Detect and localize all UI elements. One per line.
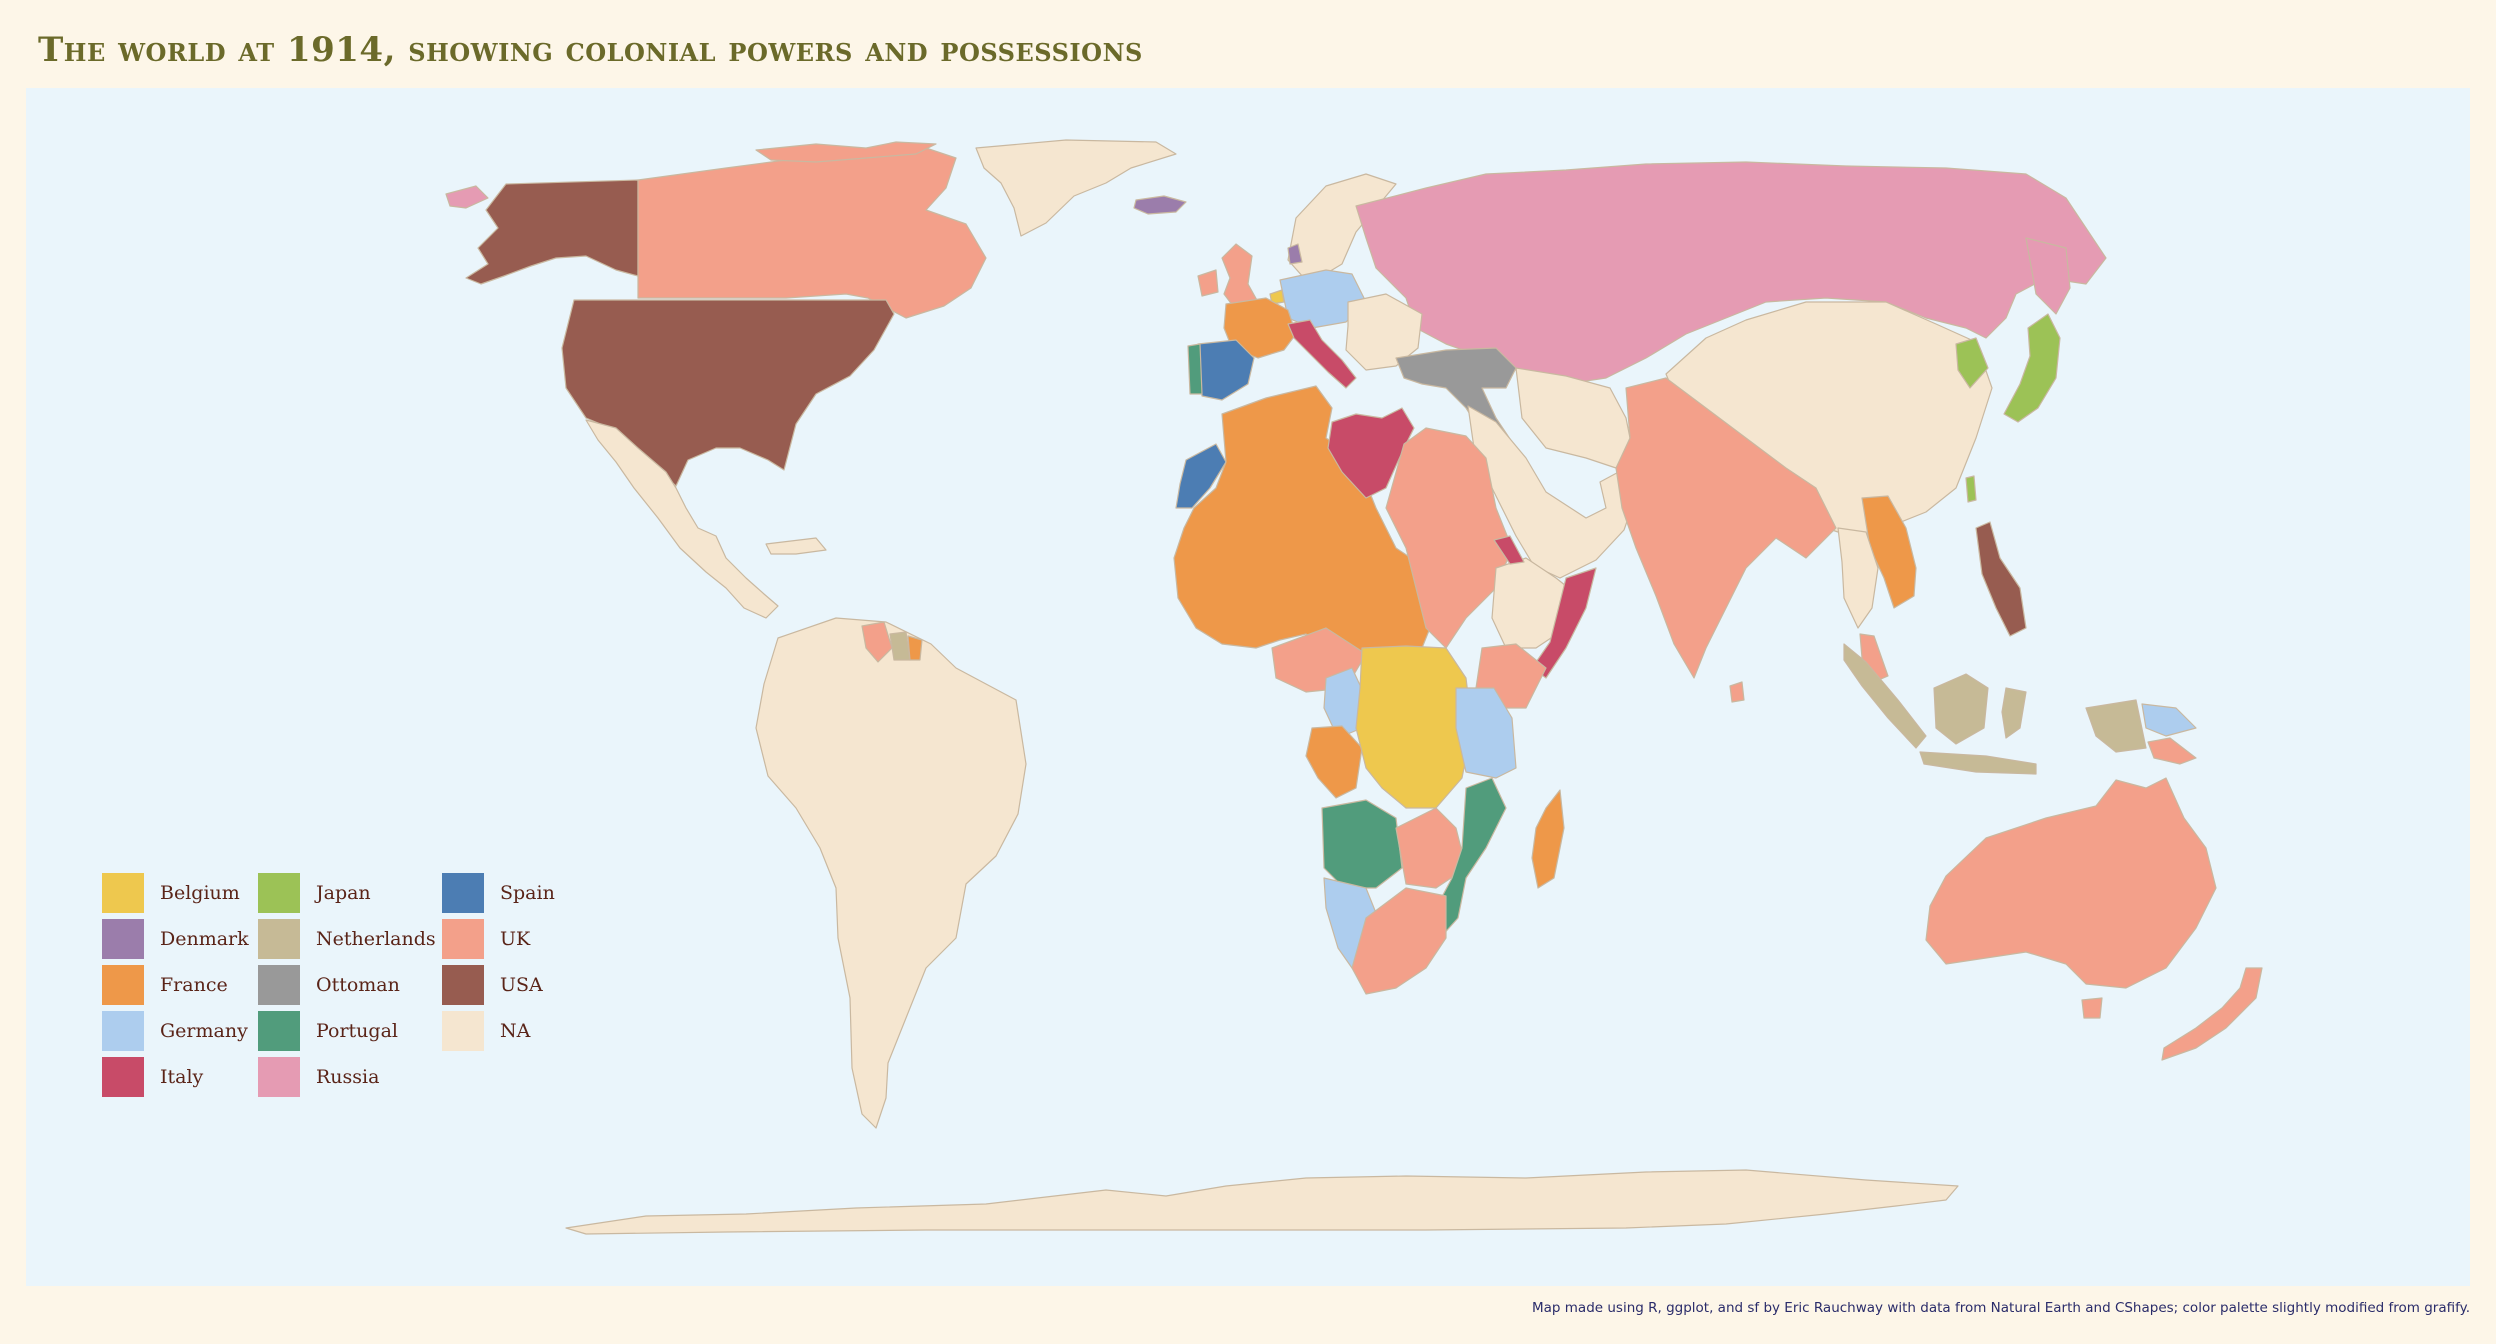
map-panel bbox=[26, 88, 2470, 1286]
legend-label: Ottoman bbox=[316, 974, 400, 996]
siam-region bbox=[1837, 527, 1879, 629]
legend-label: Portugal bbox=[316, 1020, 398, 1042]
new-guinea-uk-region bbox=[2147, 737, 2197, 765]
legend-item-ottoman: Ottoman bbox=[258, 962, 458, 1008]
sumatra-region bbox=[1843, 643, 1927, 749]
legend-swatch bbox=[102, 919, 144, 959]
canada-islands bbox=[755, 141, 937, 163]
new-guinea-german-region bbox=[2141, 703, 2197, 737]
legend-label: USA bbox=[500, 974, 543, 996]
morocco-region bbox=[1175, 443, 1227, 509]
tasmania-region bbox=[2081, 997, 2103, 1019]
german-east-africa-region bbox=[1455, 687, 1517, 779]
south-america-region bbox=[755, 617, 1027, 1129]
legend-label: Spain bbox=[500, 882, 555, 904]
ceylon-region bbox=[1729, 681, 1745, 703]
legend-swatch bbox=[102, 873, 144, 913]
world-map bbox=[445, 139, 2263, 1235]
legend-label: NA bbox=[500, 1020, 531, 1042]
france-region bbox=[1223, 297, 1297, 359]
canada-region bbox=[637, 147, 987, 319]
legend-swatch bbox=[258, 965, 300, 1005]
legend-label: Japan bbox=[316, 882, 371, 904]
iceland-region bbox=[1133, 195, 1187, 215]
legend-item-spain: Spain bbox=[442, 870, 642, 916]
legend-swatch bbox=[442, 965, 484, 1005]
legend-swatch bbox=[258, 873, 300, 913]
new-guinea-west-region bbox=[2085, 699, 2147, 753]
portugal-region bbox=[1187, 343, 1203, 395]
legend-item-russia: Russia bbox=[258, 1054, 458, 1100]
alaska-region bbox=[465, 179, 639, 285]
russia-east-region bbox=[2025, 237, 2071, 315]
british-guiana-region bbox=[861, 621, 893, 663]
legend-swatch bbox=[102, 965, 144, 1005]
legend-label: Russia bbox=[316, 1066, 380, 1088]
legend-swatch bbox=[258, 1011, 300, 1051]
greenland-region bbox=[975, 139, 1177, 237]
mexico-central-america-region bbox=[585, 419, 779, 619]
legend-swatch bbox=[102, 1011, 144, 1051]
legend-item-usa: USA bbox=[442, 962, 642, 1008]
dutch-guiana-region bbox=[889, 631, 911, 661]
legend-item-germany: Germany bbox=[102, 1008, 302, 1054]
south-africa-region bbox=[1351, 887, 1447, 995]
belgian-congo-region bbox=[1355, 645, 1473, 809]
borneo-region bbox=[1933, 673, 1989, 745]
denmark-region bbox=[1287, 243, 1303, 265]
legend-label: France bbox=[160, 974, 228, 996]
japan-region bbox=[2003, 313, 2061, 423]
legend-item-na: NA bbox=[442, 1008, 642, 1054]
legend-swatch bbox=[442, 873, 484, 913]
somalia-region bbox=[1531, 567, 1597, 679]
legend-label: Belgium bbox=[160, 882, 240, 904]
spain-region bbox=[1197, 339, 1255, 401]
legend-label: Netherlands bbox=[316, 928, 436, 950]
italy-region bbox=[1287, 319, 1357, 389]
map-credit: Map made using R, ggplot, and sf by Eric… bbox=[1532, 1300, 2470, 1316]
legend-label: UK bbox=[500, 928, 531, 950]
legend-item-denmark: Denmark bbox=[102, 916, 302, 962]
legend-label: Germany bbox=[160, 1020, 248, 1042]
legend-swatch bbox=[442, 919, 484, 959]
legend-item-italy: Italy bbox=[102, 1054, 302, 1100]
eritrea-region bbox=[1493, 535, 1525, 565]
legend-item-uk: UK bbox=[442, 916, 642, 962]
legend-item-netherlands: Netherlands bbox=[258, 916, 458, 962]
legend-item-france: France bbox=[102, 962, 302, 1008]
taiwan-region bbox=[1965, 475, 1977, 503]
chukotka-region bbox=[445, 185, 489, 209]
antarctica-region bbox=[565, 1169, 1959, 1235]
australia-region bbox=[1925, 777, 2217, 989]
angola-region bbox=[1321, 799, 1403, 889]
philippines-region bbox=[1975, 521, 2027, 637]
central-europe-region bbox=[1345, 293, 1423, 371]
india-region bbox=[1615, 377, 1837, 679]
caribbean-islands bbox=[765, 537, 827, 555]
french-guiana-region bbox=[907, 635, 923, 661]
french-equatorial-region bbox=[1305, 725, 1363, 799]
legend-swatch bbox=[442, 1011, 484, 1051]
usa-region bbox=[561, 299, 895, 487]
legend-label: Italy bbox=[160, 1066, 204, 1088]
legend-swatch bbox=[258, 1057, 300, 1097]
legend-swatch bbox=[102, 1057, 144, 1097]
ireland-region bbox=[1197, 269, 1219, 297]
java-region bbox=[1919, 751, 2037, 775]
korea-region bbox=[1955, 337, 1989, 389]
mozambique-region bbox=[1435, 777, 1507, 939]
persia-region bbox=[1515, 367, 1633, 469]
legend-item-belgium: Belgium bbox=[102, 870, 302, 916]
legend-swatch bbox=[258, 919, 300, 959]
madagascar-region bbox=[1531, 789, 1565, 889]
legend-item-japan: Japan bbox=[258, 870, 458, 916]
legend-item-portugal: Portugal bbox=[258, 1008, 458, 1054]
celebes-region bbox=[2001, 687, 2027, 739]
map-title: The world at 1914, showing colonial powe… bbox=[38, 30, 1143, 70]
egypt-sudan-region bbox=[1385, 427, 1513, 649]
new-zealand-region bbox=[2161, 967, 2263, 1061]
legend-label: Denmark bbox=[160, 928, 249, 950]
